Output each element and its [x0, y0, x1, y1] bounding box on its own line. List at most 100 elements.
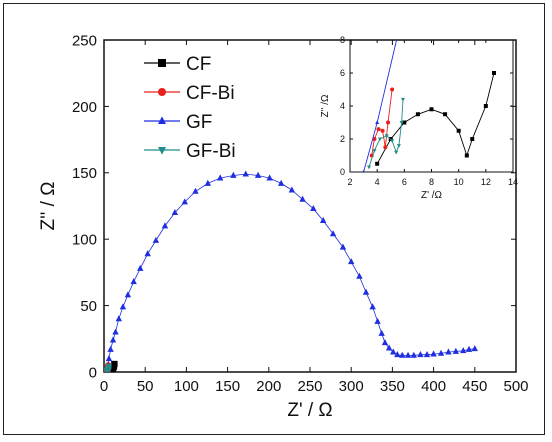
inset-point-gf-bi	[367, 165, 372, 170]
main-point-gf	[242, 170, 249, 177]
main-point-gf	[374, 317, 381, 324]
main-x-axis-label: Z' / Ω	[287, 400, 332, 421]
main-point-gf	[299, 195, 306, 202]
main-point-gf	[430, 350, 437, 357]
main-plot: 0 50 100 150 200 250 300 350 400 450 5000501001502…	[38, 32, 529, 421]
main-point-gf	[137, 264, 144, 271]
main-point-gf	[216, 174, 224, 181]
main-x-tick-label: 250	[297, 378, 322, 395]
inset-x-axis-label: Z' /Ω	[421, 190, 443, 201]
main-point-gf	[399, 351, 406, 358]
main-x-tick-label: 450	[462, 378, 487, 395]
main-point-gf	[471, 345, 478, 352]
inset-point-cf	[464, 153, 469, 158]
main-point-gf	[378, 329, 385, 336]
inset-point-cf	[483, 104, 488, 108]
main-point-gf	[144, 250, 151, 257]
inset-x-tick-label: 4	[375, 177, 380, 187]
inset-point-gf-bi	[384, 134, 389, 138]
inset-point-cf	[456, 128, 461, 133]
legend-marker-cf	[158, 59, 166, 67]
main-point-gf	[381, 339, 389, 346]
main-point-gf	[362, 288, 370, 295]
legend-label-gf: GF	[186, 112, 212, 133]
main-point-gf	[152, 236, 160, 243]
main-point-gf	[410, 351, 418, 358]
main-point-gf	[171, 208, 179, 216]
main-point-gf	[329, 230, 337, 237]
inset-point-gf-bi	[377, 137, 382, 142]
main-x-tick-label: 400	[421, 378, 446, 395]
inset-x-tick-label: 14	[508, 177, 518, 187]
inset-point-cf	[443, 112, 448, 117]
inset-point-cf	[375, 161, 380, 166]
main-point-gf	[339, 243, 347, 250]
main-point-gf	[277, 179, 285, 186]
main-y-tick-label: 50	[80, 298, 97, 315]
inset-y-tick-label: 6	[340, 68, 345, 78]
inset-point-cf	[415, 112, 420, 117]
main-point-gf	[230, 171, 237, 178]
inset-x-tick-label: 8	[429, 177, 434, 187]
main-point-gf	[105, 355, 113, 362]
inset-point-gf-bi	[400, 97, 405, 102]
inset-point-cf-bi	[372, 137, 377, 141]
main-point-gf	[385, 344, 393, 351]
main-point-gf	[394, 351, 401, 358]
main-point-gf	[404, 351, 412, 358]
main-y-tick-label: 0	[89, 364, 97, 381]
main-point-gf	[130, 278, 137, 285]
main-y-tick-label: 100	[72, 232, 97, 249]
inset-point-cf	[429, 107, 434, 112]
main-series-group	[104, 170, 478, 372]
main-point-gf	[204, 179, 212, 186]
inset-point-gf-bi	[394, 150, 399, 155]
main-point-gf	[124, 291, 132, 298]
main-point-gf	[423, 351, 431, 358]
inset-point-gf-bi	[396, 144, 401, 148]
main-point-gf	[254, 171, 262, 178]
inset-point-gf	[362, 169, 365, 172]
main-x-tick-label: 50	[137, 378, 154, 395]
inset-y-tick-label: 0	[340, 167, 345, 177]
main-x-tick-label: 0	[100, 378, 108, 395]
main-point-gf	[181, 198, 188, 205]
main-point-gf	[348, 258, 355, 265]
inset-y-axis-label: Z'' /Ω	[320, 94, 331, 117]
main-point-gf	[112, 328, 119, 335]
inset-x-tick-label: 6	[402, 177, 407, 187]
inset-point-cf-bi	[386, 120, 391, 125]
inset-point-cf	[402, 120, 407, 125]
inset-point-cf-bi	[390, 87, 395, 92]
inset-point-gf-bi	[372, 149, 377, 153]
inset-point-cf-bi	[380, 128, 385, 133]
main-point-gf	[390, 348, 397, 355]
inset-y-tick-label: 4	[340, 101, 345, 111]
inset-point-cf-bi	[383, 145, 388, 150]
main-x-tick-label: 200	[256, 378, 281, 395]
main-point-gf	[119, 303, 127, 310]
main-point-gf	[452, 347, 460, 354]
main-point-gf	[437, 349, 445, 356]
main-point-gf	[417, 351, 424, 358]
inset-point-gf	[375, 120, 380, 124]
inset-point-gf-bi	[390, 139, 395, 143]
main-point-gf	[192, 187, 199, 194]
inset-x-tick-label: 2	[347, 177, 352, 187]
inset-point-gf	[402, 5, 406, 9]
legend-label-cf-bi: CF-Bi	[186, 83, 235, 104]
legend-marker-cf-bi	[158, 88, 166, 96]
main-point-gf	[460, 347, 467, 354]
inset-y-tick-label: 2	[340, 134, 345, 144]
main-point-gf	[465, 345, 473, 352]
inset-x-tick-label: 12	[481, 177, 491, 187]
main-point-gf-bi	[105, 363, 113, 370]
main-point-gf	[356, 272, 363, 279]
main-x-tick-label: 150	[215, 378, 240, 395]
main-y-tick-label: 250	[72, 32, 97, 49]
inset-point-cf	[470, 137, 475, 141]
main-point-gf	[115, 315, 123, 322]
main-point-gf	[310, 204, 317, 212]
inset-series-line-cf	[376, 72, 495, 165]
